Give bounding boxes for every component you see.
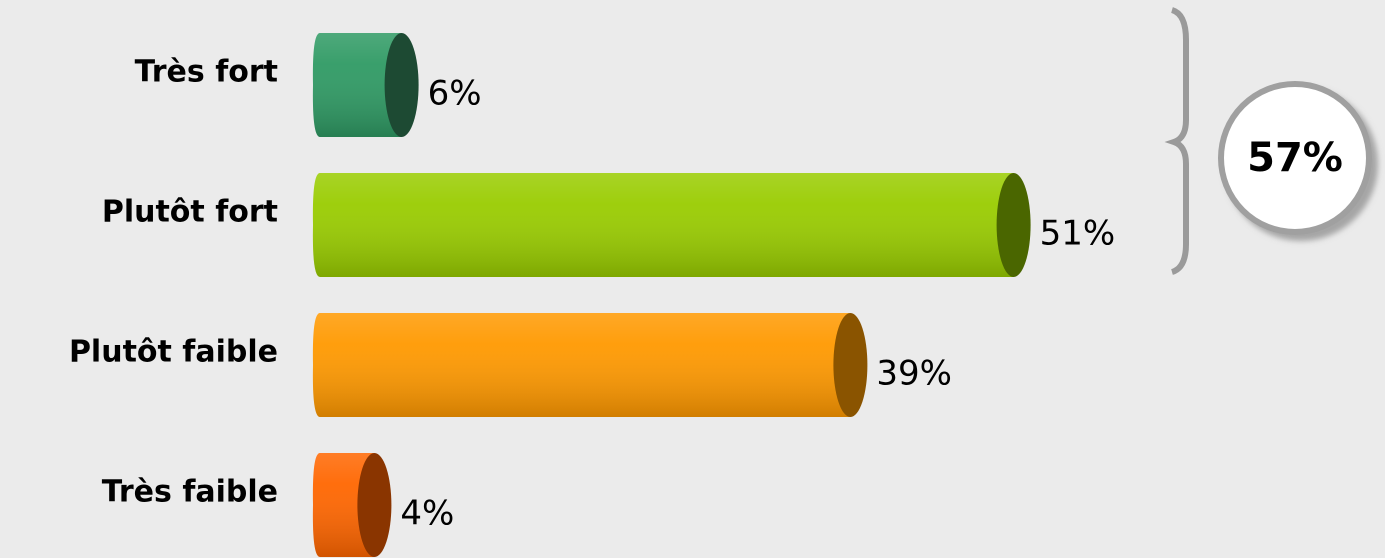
- value-label: 4%: [400, 494, 454, 534]
- bar: [312, 453, 392, 557]
- brace: [1164, 7, 1189, 275]
- category-label: Plutôt fort: [102, 195, 278, 230]
- bar-shade: [312, 453, 375, 557]
- total-badge: [1218, 81, 1372, 235]
- bar-shade: [312, 33, 402, 137]
- bar: [312, 173, 1031, 277]
- bar-cap: [996, 173, 1031, 277]
- bar: [312, 313, 868, 417]
- value-label: 51%: [1040, 214, 1116, 254]
- value-label: 6%: [428, 74, 482, 114]
- value-label: 39%: [876, 354, 952, 394]
- bar-shade: [312, 173, 1014, 277]
- category-label: Très faible: [102, 475, 278, 510]
- bar-cap: [384, 33, 419, 137]
- category-label: Plutôt faible: [69, 335, 278, 370]
- bar-shade: [312, 313, 851, 417]
- bar-cap: [833, 313, 868, 417]
- bar: [312, 33, 419, 137]
- total-label: 57%: [1247, 135, 1343, 181]
- bar-cap: [357, 453, 392, 557]
- category-label: Très fort: [135, 55, 278, 90]
